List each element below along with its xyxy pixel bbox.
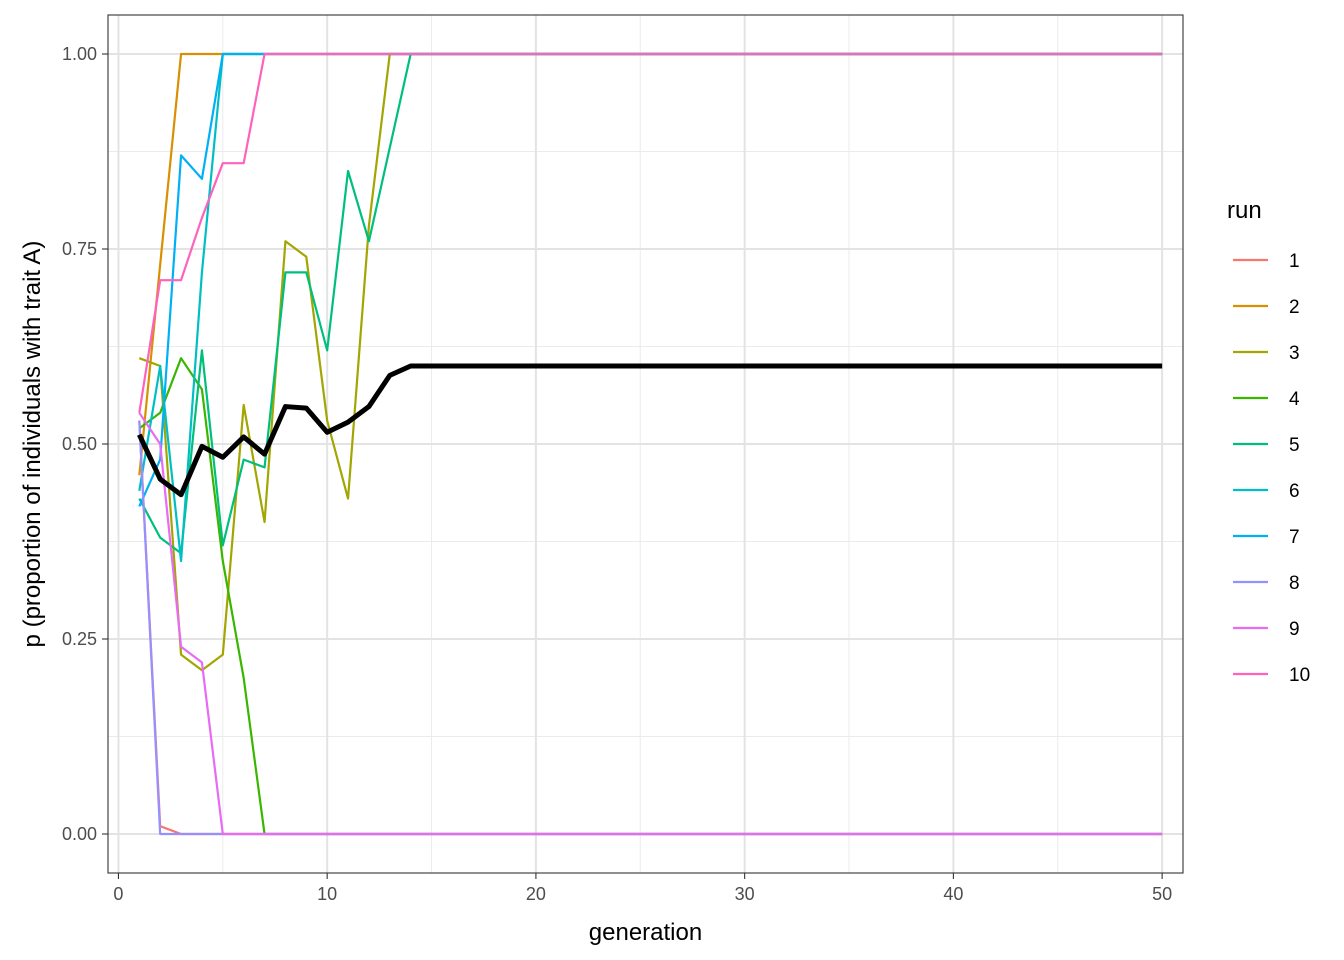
legend-label-run-4: 4 [1289,389,1300,410]
legend-item-run-10: 10 [1233,665,1310,686]
x-tick-label: 40 [943,884,963,904]
legend-item-run-7: 7 [1233,527,1300,548]
legend-label-run-5: 5 [1289,435,1300,456]
series-line-run-5 [138,52,1163,555]
legend-label-run-1: 1 [1289,251,1300,272]
legend-item-run-1: 1 [1233,251,1300,272]
axis-layer: 0 10 20 30 40 50 0.00 0.25 0.50 0.75 1.00 [62,44,1172,904]
y-tick-label: 1.00 [62,44,97,64]
legend-label-run-9: 9 [1289,619,1300,640]
x-tick-label: 50 [1152,884,1172,904]
legend-item-run-9: 9 [1233,619,1300,640]
series-line-run-10 [138,52,1163,413]
series-line-run-9 [138,412,1163,836]
mean-line [137,363,1163,498]
x-tick-label: 10 [317,884,337,904]
y-axis-title: p (proportion of individuals with trait … [19,241,46,648]
series-layer [138,52,1163,836]
legend-title: run [1227,197,1262,224]
legend-item-run-2: 2 [1233,297,1300,318]
x-tick-label: 30 [735,884,755,904]
legend-item-run-8: 8 [1233,573,1300,594]
legend-item-run-5: 5 [1233,435,1300,456]
x-tick-label: 0 [113,884,123,904]
legend-item-run-4: 4 [1233,389,1300,410]
y-tick-label: 0.00 [62,824,97,844]
legend-label-run-8: 8 [1289,573,1300,594]
legend-label-run-2: 2 [1289,297,1300,318]
series-line-run-3 [138,52,1163,672]
legend-label-run-10: 10 [1289,665,1310,686]
x-axis-title: generation [589,919,702,946]
legend-label-run-3: 3 [1289,343,1300,364]
legend-item-run-6: 6 [1233,481,1300,502]
legend-label-run-7: 7 [1289,527,1300,548]
y-tick-label: 0.75 [62,239,97,259]
legend-label-run-6: 6 [1289,481,1300,502]
y-tick-label: 0.25 [62,629,97,649]
legend-item-run-3: 3 [1233,343,1300,364]
mean-layer [137,363,1163,498]
y-tick-label: 0.50 [62,434,97,454]
x-tick-label: 20 [526,884,546,904]
legend: run 1 2 3 4 5 6 7 8 9 10 [1227,197,1310,686]
